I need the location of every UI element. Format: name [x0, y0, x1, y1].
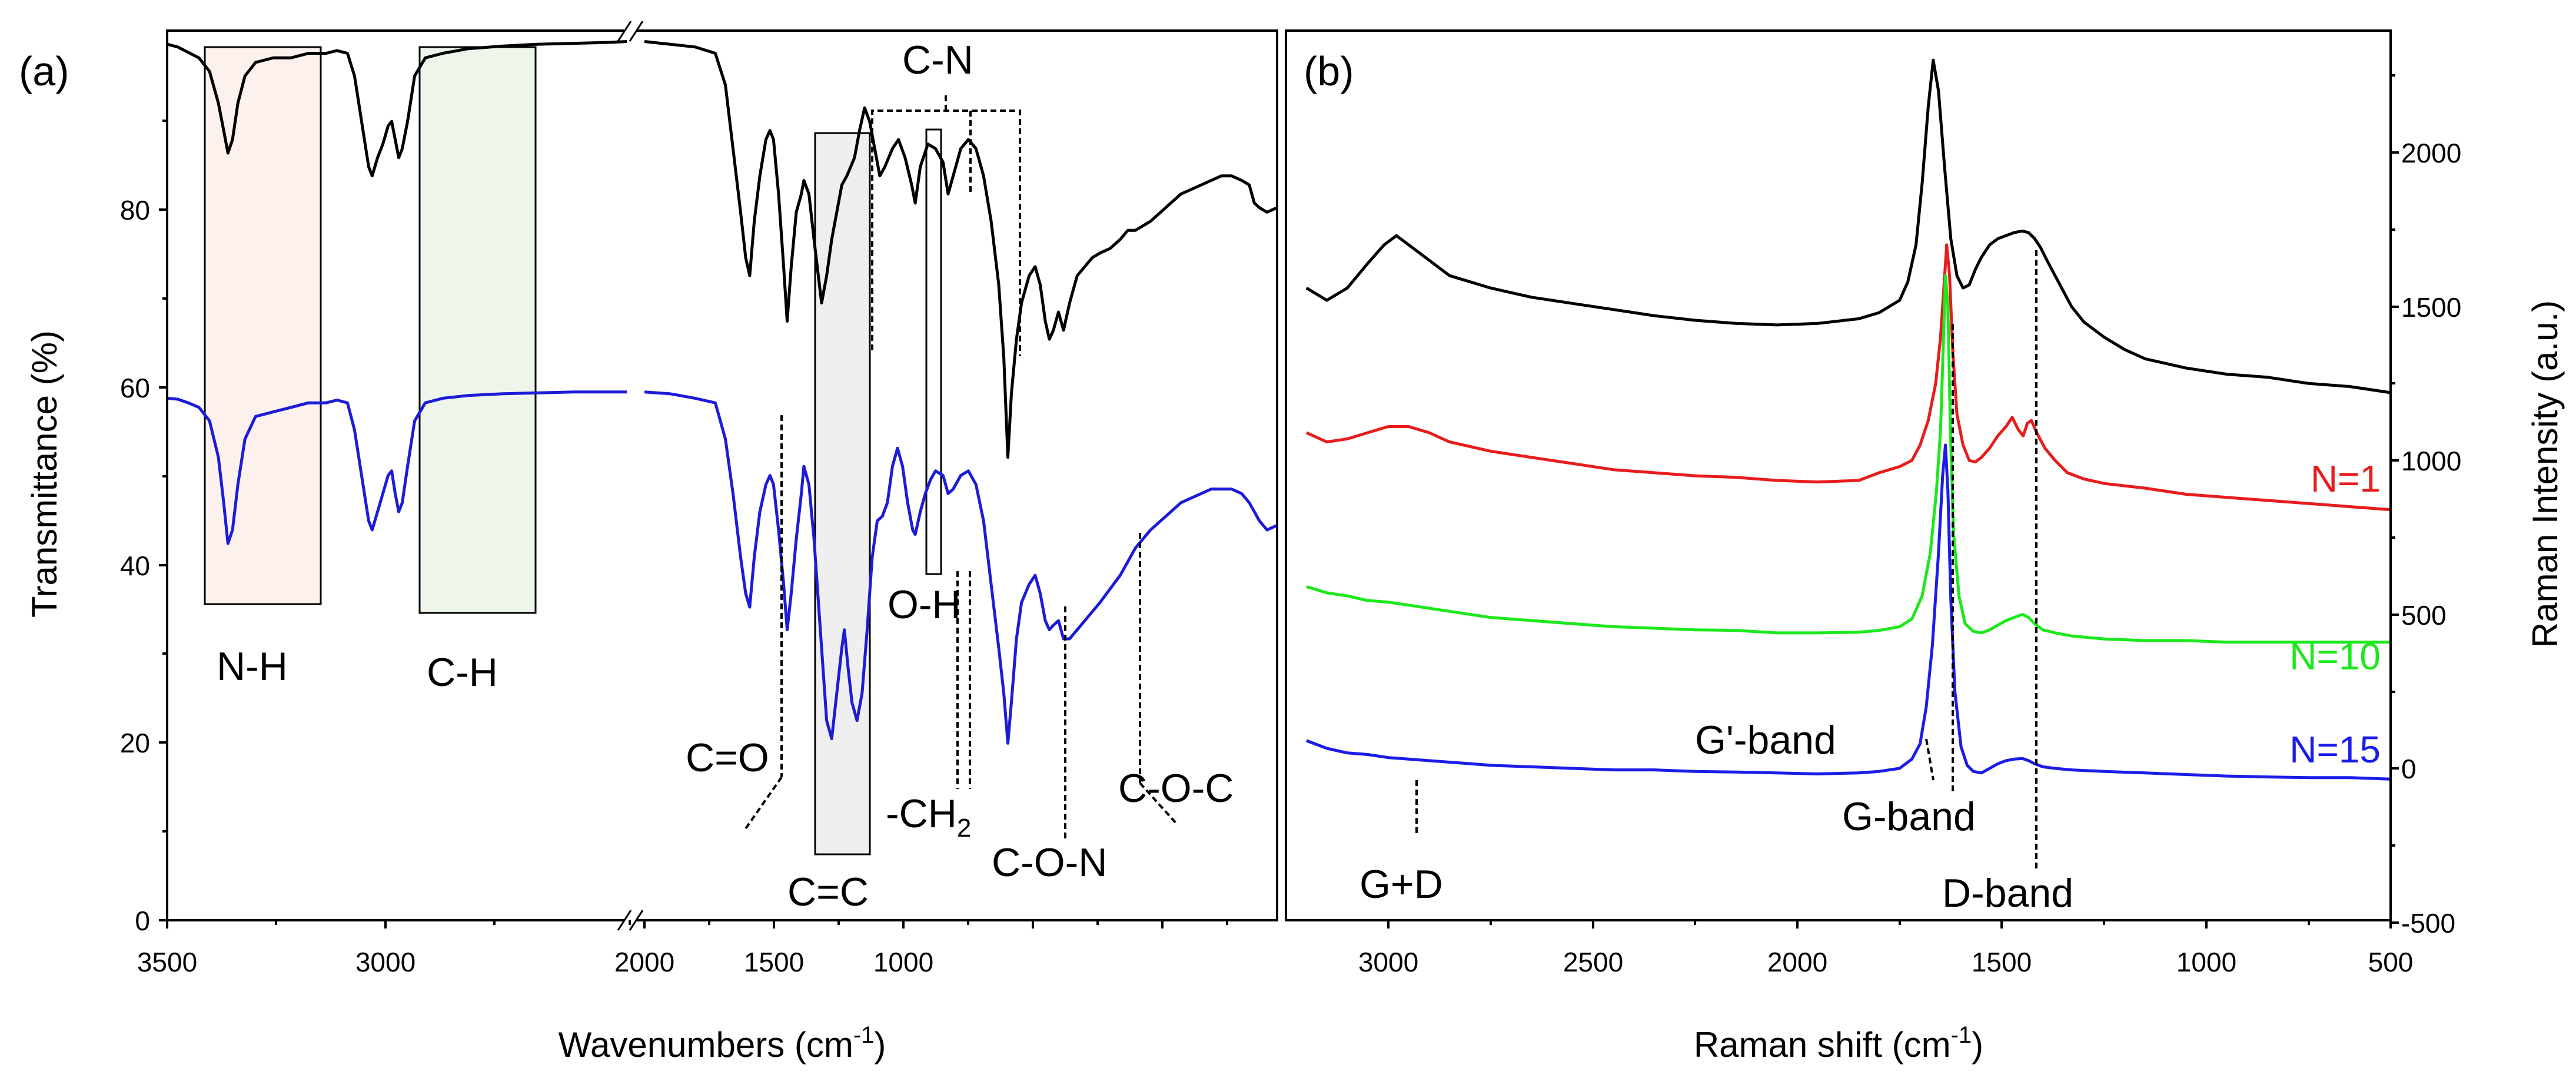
x-tick-b-500: 500: [2368, 947, 2414, 977]
x-tick-labels-a: 3500 3000 2000 1500 1000: [137, 947, 933, 977]
x-tick-labels-b: 3000 2500 2000 1500 1000 500: [1358, 947, 2414, 977]
y-tick-80: 80: [120, 195, 150, 226]
plot-frame-b: [1285, 29, 2392, 921]
y-tick-labels-a: 0 20 40 60 80: [120, 195, 150, 936]
series-line-b-n-15: [1305, 443, 2391, 781]
leader-lines-b: [1415, 250, 2037, 868]
y-tick-b-m500: -500: [2401, 908, 2455, 939]
y-axis-title-b: Raman Intensity (a.u.): [2525, 300, 2565, 648]
leader-lines-a: [743, 94, 1178, 842]
series-line-b-top: [1305, 58, 2391, 394]
x-tick-2000: 2000: [614, 947, 674, 977]
y-tick-60: 60: [120, 373, 150, 403]
x-ticks-b: [1387, 920, 2392, 929]
series-line-a-bottom: [167, 390, 1278, 745]
panel-a: 3500 3000 2000 1500 1000 0 20 40 60 80: [19, 21, 1278, 1065]
annot-d: D-band: [1942, 871, 2073, 916]
y-tick-0: 0: [135, 906, 150, 936]
axis-break-top: [617, 21, 644, 42]
x-axis-title-a-main: Wavenumbers (cm: [559, 1025, 853, 1065]
y-ticks-a: [159, 120, 167, 921]
ch-box: [418, 46, 537, 614]
annot-co: C=O: [686, 735, 769, 780]
label-n15: N=15: [2289, 728, 2381, 771]
y-axis-title-a: Transmittance (%): [25, 330, 64, 618]
annot-con: C-O-N: [992, 840, 1107, 885]
x-axis-title-b-end: ): [1972, 1025, 1983, 1065]
y-tick-labels-b: -500 0 500 1000 1500 2000: [2401, 138, 2461, 939]
annot-oh: O-H: [888, 582, 961, 627]
x-ticks-a: [166, 920, 1228, 929]
x-tick-b-3000: 3000: [1358, 947, 1418, 977]
plot-frame-a: [166, 29, 1278, 921]
series-line-b-n-1: [1305, 243, 2391, 512]
annot-ch: C-H: [427, 650, 498, 695]
annot-ch2: -CH2: [886, 791, 971, 843]
x-tick-b-2500: 2500: [1563, 947, 1623, 977]
annot-gd: G+D: [1360, 862, 1443, 907]
y-ticks-b: [2391, 74, 2399, 924]
x-tick-3000: 3000: [355, 947, 416, 977]
x-axis-title-a: Wavenumbers (cm-1): [559, 1022, 886, 1065]
y-tick-40: 40: [120, 551, 150, 581]
y-tick-b-1000: 1000: [2401, 446, 2461, 476]
annot-g: G-band: [1842, 794, 1976, 839]
series-line-a-top: [167, 40, 1278, 459]
y-tick-b-1500: 1500: [2401, 292, 2461, 323]
y-tick-b-0: 0: [2401, 754, 2417, 784]
y-tick-b-500: 500: [2401, 600, 2447, 631]
axis-break-bottom: [617, 910, 644, 931]
y-tick-20: 20: [120, 728, 150, 758]
x-tick-1500: 1500: [744, 947, 804, 977]
x-tick-1000: 1000: [873, 947, 933, 977]
x-tick-b-1500: 1500: [1972, 947, 2032, 977]
series-line-b-n-10: [1306, 274, 2391, 644]
annot-nh: N-H: [217, 644, 288, 689]
nh-box: [204, 46, 322, 605]
label-n10: N=10: [2289, 635, 2381, 678]
x-axis-title-a-sup: -1: [853, 1022, 875, 1048]
series-labels-b: N=1 N=10 N=15: [2289, 457, 2381, 771]
y-tick-b-2000: 2000: [2401, 138, 2461, 168]
x-tick-b-2000: 2000: [1767, 947, 1827, 977]
panel-label-b: (b): [1304, 48, 1354, 94]
annot-coc: C-O-C: [1118, 766, 1234, 811]
x-tick-3500: 3500: [137, 947, 197, 977]
label-n1: N=1: [2311, 457, 2381, 500]
x-axis-title-b-sup: -1: [1951, 1022, 1972, 1048]
panel-label-a: (a): [19, 48, 69, 94]
x-axis-title-a-end: ): [874, 1025, 886, 1065]
annot-cn: C-N: [902, 38, 973, 82]
annot-gprime: G'-band: [1695, 718, 1836, 762]
annot-ch2-main: -CH: [886, 791, 957, 836]
cc-box: [814, 132, 871, 855]
panel-b: 3000 2500 2000 1500 1000 500 -500 0 500: [1285, 29, 2565, 1065]
x-tick-b-1000: 1000: [2176, 947, 2236, 977]
annot-ch2-sub: 2: [957, 814, 971, 843]
oh-box: [925, 128, 942, 575]
annotations-a: N-H C-H C=O C=C O-H -CH2 C-N C-O-N C-O-C: [217, 38, 1234, 914]
x-axis-title-b-main: Raman shift (cm: [1694, 1025, 1951, 1065]
annot-cc: C=C: [787, 870, 869, 914]
annotations-b: G+D G'-band G-band D-band: [1360, 718, 2073, 916]
x-axis-title-b: Raman shift (cm-1): [1694, 1022, 1983, 1065]
